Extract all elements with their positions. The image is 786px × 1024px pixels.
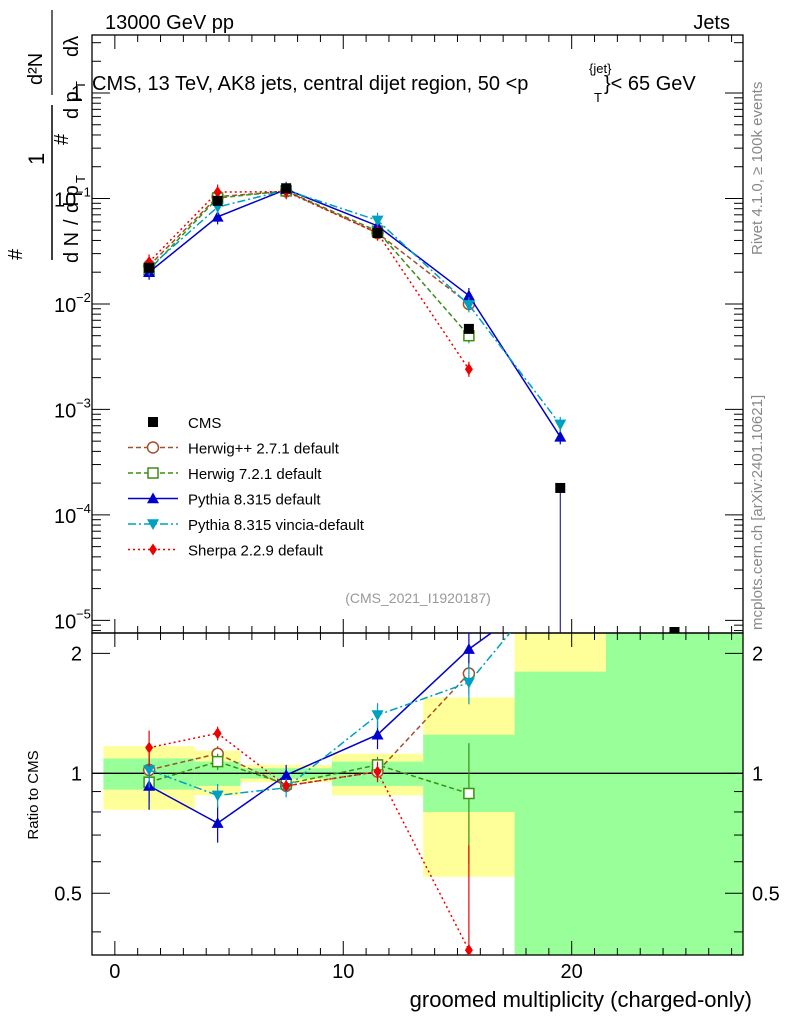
- data-point-cms: [372, 228, 383, 239]
- series-point-pythia-8-315-default: [211, 210, 224, 222]
- data-point-cms: [463, 323, 474, 334]
- main-ylabel: # 1 d N / d p T # d²N d p T dλ: [5, 10, 88, 263]
- y-tick-label-exp: −4: [76, 501, 91, 516]
- ratio-point-sherpa-2-2-9-default: [373, 765, 382, 778]
- ratio-point-pythia-8-315-vincia-default: [143, 765, 156, 776]
- ylabel-right-den-1: d p: [61, 91, 83, 119]
- series-point-pythia-8-315-vincia-default: [462, 300, 475, 311]
- legend-label-herwig-2-7-1-default: Herwig++ 2.7.1 default: [188, 441, 340, 458]
- series-point-pythia-8-315-default: [462, 289, 475, 301]
- ylabel-num: 1: [24, 153, 49, 165]
- legend-label-cms: CMS: [188, 415, 221, 432]
- ratio-y-tick-label-right: 0.5: [752, 883, 780, 905]
- ratio-point-sherpa-2-2-9-default: [464, 944, 473, 955]
- legend-marker-cms: [148, 417, 158, 427]
- ratio-line-pythia-8-315-vincia-default: [148, 633, 511, 797]
- header-left: 13000 GeV pp: [105, 12, 234, 34]
- ratio-y-tick-label-right: 2: [752, 643, 763, 665]
- series-point-sherpa-2-2-9-default: [213, 186, 222, 199]
- ratio-y-tick-label: 0.5: [54, 883, 82, 905]
- plot-title-superscript: {jet}: [589, 61, 612, 76]
- ratio-point-sherpa-2-2-9-default: [213, 727, 222, 740]
- ratio-point-herwig-7-2-1-default: [463, 787, 475, 800]
- data-point-cms: [212, 195, 223, 206]
- series-point-pythia-8-315-default: [554, 430, 567, 442]
- x-tick-label: 0: [109, 961, 120, 983]
- ylabel-den-pre: d N: [61, 232, 83, 263]
- ratio-point-pythia-8-315-vincia-default: [211, 790, 224, 802]
- data-point-cms: [669, 627, 680, 633]
- series-point-pythia-8-315-vincia-default: [371, 215, 384, 227]
- ylabel-hash-2: #: [51, 133, 73, 145]
- legend-marker-herwig-2-7-1-default: [146, 441, 160, 454]
- series-line-pythia-8-315-vincia-default: [148, 189, 561, 425]
- ratio-line-herwig-7-2-1-default: [148, 760, 470, 795]
- y-tick-label-base: 10: [54, 295, 76, 317]
- legend-marker-pythia-8-315-vincia-default: [147, 519, 159, 530]
- x-axis-label: groomed multiplicity (charged-only): [410, 987, 752, 1012]
- ratio-point-pythia-8-315-vincia-default: [462, 677, 475, 689]
- legend-marker-sherpa-2-2-9-default: [149, 543, 157, 556]
- series-point-sherpa-2-2-9-default: [464, 363, 473, 376]
- ratio-point-pythia-8-315-default: [462, 643, 475, 654]
- analysis-label: (CMS_2021_I1920187): [345, 590, 491, 606]
- y-tick-label-exp: −5: [76, 606, 91, 621]
- legend-label-herwig-7-2-1-default: Herwig 7.2.1 default: [188, 466, 322, 483]
- data-point-cms: [144, 262, 155, 273]
- y-tick-label-base: 10: [54, 400, 76, 422]
- ratio-y-tick-label: 1: [71, 763, 82, 785]
- y-tick-label-base: 10: [54, 506, 76, 528]
- ratio-point-herwig-7-2-1-default: [211, 755, 224, 768]
- ratio-line-pythia-8-315-default: [148, 633, 493, 824]
- legend-label-sherpa-2-2-9-default: Sherpa 2.2.9 default: [188, 543, 324, 560]
- data-point-cms: [281, 183, 292, 194]
- ratio-point-pythia-8-315-default: [371, 728, 384, 740]
- x-tick-label: 10: [332, 961, 354, 983]
- side-label-rivet: Rivet 4.1.0, ≥ 100k events: [749, 82, 766, 255]
- series-line-pythia-8-315-default: [148, 188, 561, 438]
- ratio-band-stat-6: [605, 633, 743, 955]
- y-tick-label-exp: −2: [76, 290, 91, 305]
- main-series-layer: [142, 181, 680, 633]
- ratio-point-sherpa-2-2-9-default: [145, 741, 154, 754]
- ratio-point-pythia-8-315-vincia-default: [371, 710, 384, 722]
- header-right: Jets: [693, 12, 730, 34]
- ylabel-right-den-2: dλ: [61, 36, 83, 57]
- ratio-y-tick-label: 2: [71, 643, 82, 665]
- legend: CMS Herwig++ 2.7.1 default Herwig 7.2.1 de…: [128, 415, 365, 560]
- series-line-herwig-2-7-1-default: [148, 190, 470, 305]
- ratio-band-stat-5: [514, 671, 606, 955]
- plot-title-end: }< 65 GeV: [604, 73, 696, 95]
- side-label-mcplots: mcplots.cern.ch [arXiv:2401.10621]: [749, 395, 766, 630]
- ratio-plot-frame: [91, 632, 744, 956]
- ylabel-den-d: d p: [61, 185, 83, 213]
- ylabel-den-slash: /: [61, 219, 83, 225]
- data-point-cms: [555, 482, 566, 493]
- plot-title: CMS, 13 TeV, AK8 jets, central dijet reg…: [92, 73, 528, 95]
- y-tick-label-base: 10: [54, 611, 76, 633]
- ylabel-right-num: d²N: [25, 53, 47, 85]
- legend-marker-herwig-7-2-1-default: [147, 467, 159, 479]
- legend-label-pythia-8-315-default: Pythia 8.315 default: [188, 492, 321, 509]
- ylabel-hash-1: #: [5, 248, 27, 260]
- y-tick-label-exp: −1: [76, 184, 91, 199]
- y-tick-label-exp: −3: [76, 395, 91, 410]
- ylabel-den-sub: T: [73, 175, 88, 183]
- ratio-point-pythia-8-315-default: [211, 817, 224, 828]
- ylabel-right-den-sub: T: [73, 81, 88, 89]
- legend-label-pythia-8-315-vincia-default: Pythia 8.315 vincia-default: [188, 517, 365, 534]
- ratio-y-tick-label-right: 1: [752, 763, 763, 785]
- y-tick-label: 1: [71, 83, 82, 105]
- ratio-ylabel: Ratio to CMS: [25, 750, 42, 839]
- ratio-point-sherpa-2-2-9-default: [282, 779, 291, 792]
- legend-marker-pythia-8-315-default: [147, 492, 159, 504]
- plot-title-subscript: T: [594, 90, 602, 105]
- ratio-series-layer: [142, 633, 511, 955]
- ratio-point-pythia-8-315-default: [280, 769, 293, 780]
- x-tick-label: 20: [561, 961, 583, 983]
- series-point-pythia-8-315-vincia-default: [554, 419, 567, 431]
- y-tick-label-base: 10: [54, 189, 76, 211]
